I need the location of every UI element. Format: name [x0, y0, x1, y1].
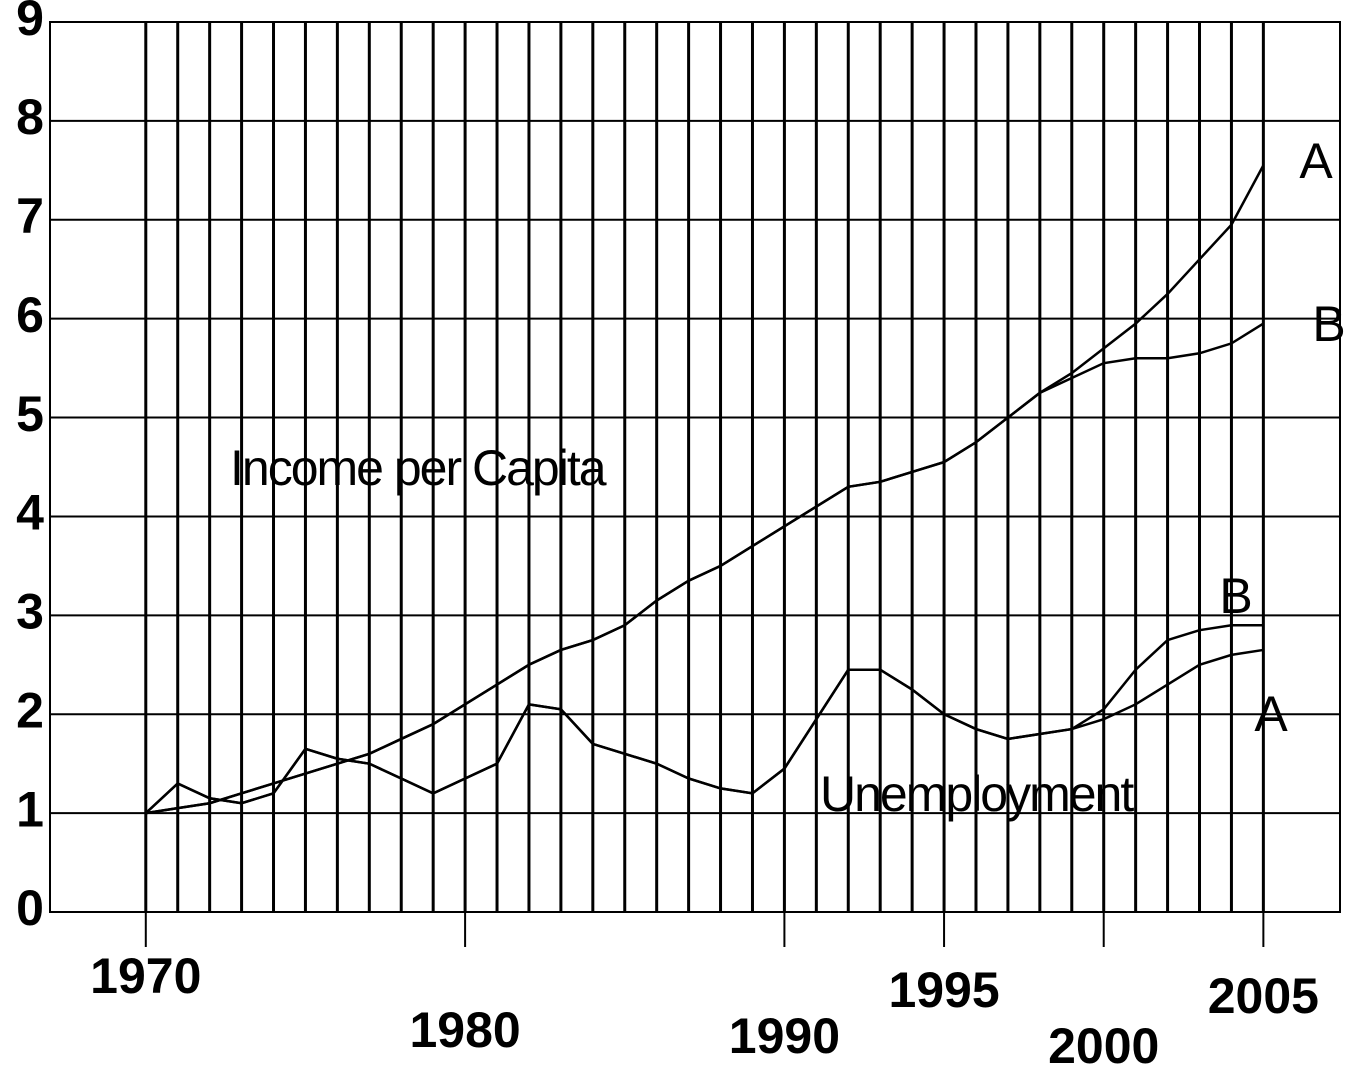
y-tick-label: 5 [16, 386, 44, 442]
y-tick-label: 9 [16, 0, 44, 46]
y-tick-label: 8 [16, 89, 44, 145]
series-label: A [1254, 686, 1288, 742]
x-tick-label: 1980 [409, 1002, 520, 1058]
x-tick-label: 1995 [888, 962, 999, 1018]
x-tick-label: 1970 [90, 948, 201, 1004]
x-tick-label: 2000 [1048, 1018, 1159, 1074]
y-tick-label: 4 [16, 485, 44, 541]
series-label: B [1219, 568, 1250, 624]
line [144, 648, 1264, 815]
y-tick-label: 0 [16, 880, 44, 936]
x-tick-label: 1990 [729, 1008, 840, 1064]
y-tick-label: 3 [16, 584, 44, 640]
y-tick-label: 2 [16, 682, 44, 738]
annotation: Income per Capita [230, 440, 607, 496]
series-label: B [1312, 296, 1343, 352]
y-tick-label: 6 [16, 287, 44, 343]
x-tick-label: 2005 [1208, 968, 1319, 1024]
y-tick-label: 7 [16, 188, 44, 244]
plot-frame [49, 21, 1341, 913]
y-tick-label: 1 [16, 781, 44, 837]
line [145, 322, 1265, 815]
series-label: A [1299, 133, 1333, 189]
